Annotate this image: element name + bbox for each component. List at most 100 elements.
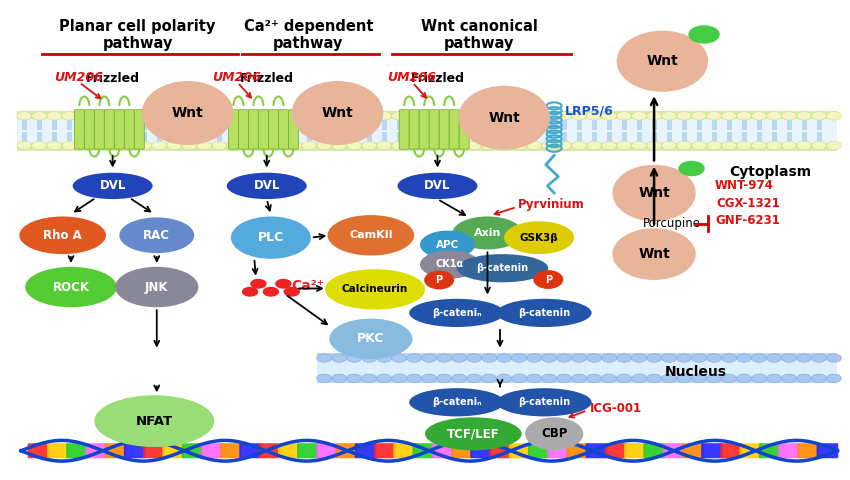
Bar xyxy=(67,120,71,130)
Circle shape xyxy=(362,354,377,362)
Text: ROCK: ROCK xyxy=(53,280,89,294)
Ellipse shape xyxy=(115,267,198,307)
Text: GSK3β: GSK3β xyxy=(519,233,558,243)
Circle shape xyxy=(276,279,291,288)
Bar xyxy=(802,132,807,142)
Circle shape xyxy=(586,354,602,362)
FancyBboxPatch shape xyxy=(419,110,429,149)
Circle shape xyxy=(796,111,812,120)
Bar xyxy=(22,120,27,130)
Bar xyxy=(217,120,222,130)
FancyBboxPatch shape xyxy=(74,110,84,149)
Circle shape xyxy=(737,141,751,150)
FancyBboxPatch shape xyxy=(394,443,415,458)
Circle shape xyxy=(512,374,527,383)
Circle shape xyxy=(317,354,332,362)
FancyBboxPatch shape xyxy=(605,443,626,458)
Circle shape xyxy=(107,141,122,150)
Circle shape xyxy=(767,111,781,120)
Bar xyxy=(592,132,597,142)
Circle shape xyxy=(437,141,451,150)
Circle shape xyxy=(47,141,62,150)
FancyBboxPatch shape xyxy=(432,443,453,458)
Bar xyxy=(112,120,116,130)
Bar xyxy=(187,132,192,142)
Bar xyxy=(97,132,102,142)
Circle shape xyxy=(482,374,496,383)
Bar xyxy=(741,132,746,142)
Text: UM206: UM206 xyxy=(54,71,103,84)
Circle shape xyxy=(689,26,719,43)
Circle shape xyxy=(812,354,826,362)
Bar xyxy=(442,120,446,130)
Bar xyxy=(127,132,132,142)
Circle shape xyxy=(812,141,826,150)
Circle shape xyxy=(227,111,241,120)
Circle shape xyxy=(496,374,512,383)
Bar xyxy=(562,120,567,130)
Bar xyxy=(562,132,567,142)
Circle shape xyxy=(722,354,737,362)
Circle shape xyxy=(362,111,377,120)
Circle shape xyxy=(512,141,527,150)
Circle shape xyxy=(347,141,362,150)
Circle shape xyxy=(62,141,76,150)
Circle shape xyxy=(647,374,661,383)
Bar xyxy=(621,132,626,142)
Bar xyxy=(711,132,717,142)
FancyBboxPatch shape xyxy=(586,443,608,458)
Circle shape xyxy=(527,374,541,383)
Circle shape xyxy=(196,141,212,150)
Circle shape xyxy=(616,354,632,362)
Circle shape xyxy=(257,111,272,120)
Bar xyxy=(321,120,326,130)
Bar xyxy=(666,120,672,130)
Circle shape xyxy=(527,111,541,120)
Bar xyxy=(382,120,387,130)
Circle shape xyxy=(167,141,182,150)
Ellipse shape xyxy=(533,270,564,289)
FancyBboxPatch shape xyxy=(288,110,298,149)
FancyBboxPatch shape xyxy=(248,110,258,149)
Circle shape xyxy=(751,111,767,120)
Bar xyxy=(411,132,416,142)
Bar xyxy=(547,132,552,142)
Circle shape xyxy=(437,111,451,120)
Text: CBP: CBP xyxy=(541,427,567,440)
Bar xyxy=(37,120,42,130)
Circle shape xyxy=(722,374,737,383)
Circle shape xyxy=(467,141,482,150)
Bar xyxy=(232,120,237,130)
Circle shape xyxy=(92,141,107,150)
Circle shape xyxy=(451,374,467,383)
Circle shape xyxy=(406,374,422,383)
Bar xyxy=(17,119,837,143)
Ellipse shape xyxy=(142,81,234,145)
Circle shape xyxy=(422,111,437,120)
Bar xyxy=(337,120,342,130)
Ellipse shape xyxy=(456,254,548,282)
Bar xyxy=(187,120,192,130)
FancyBboxPatch shape xyxy=(400,110,409,149)
Bar xyxy=(366,120,371,130)
Bar xyxy=(817,120,821,130)
Ellipse shape xyxy=(452,216,523,250)
Circle shape xyxy=(467,354,482,362)
Circle shape xyxy=(152,141,167,150)
Circle shape xyxy=(241,111,257,120)
Bar xyxy=(637,132,642,142)
Bar xyxy=(786,132,791,142)
Circle shape xyxy=(527,141,541,150)
Text: β-catenin: β-catenin xyxy=(476,263,529,273)
Circle shape xyxy=(482,354,496,362)
Ellipse shape xyxy=(496,299,592,327)
FancyBboxPatch shape xyxy=(409,110,419,149)
Circle shape xyxy=(512,111,527,120)
Text: NFAT: NFAT xyxy=(136,415,173,428)
Bar xyxy=(472,132,477,142)
Circle shape xyxy=(781,374,796,383)
Circle shape xyxy=(196,111,212,120)
Bar xyxy=(427,120,432,130)
Text: Frizzled: Frizzled xyxy=(86,72,139,85)
Ellipse shape xyxy=(458,86,550,150)
